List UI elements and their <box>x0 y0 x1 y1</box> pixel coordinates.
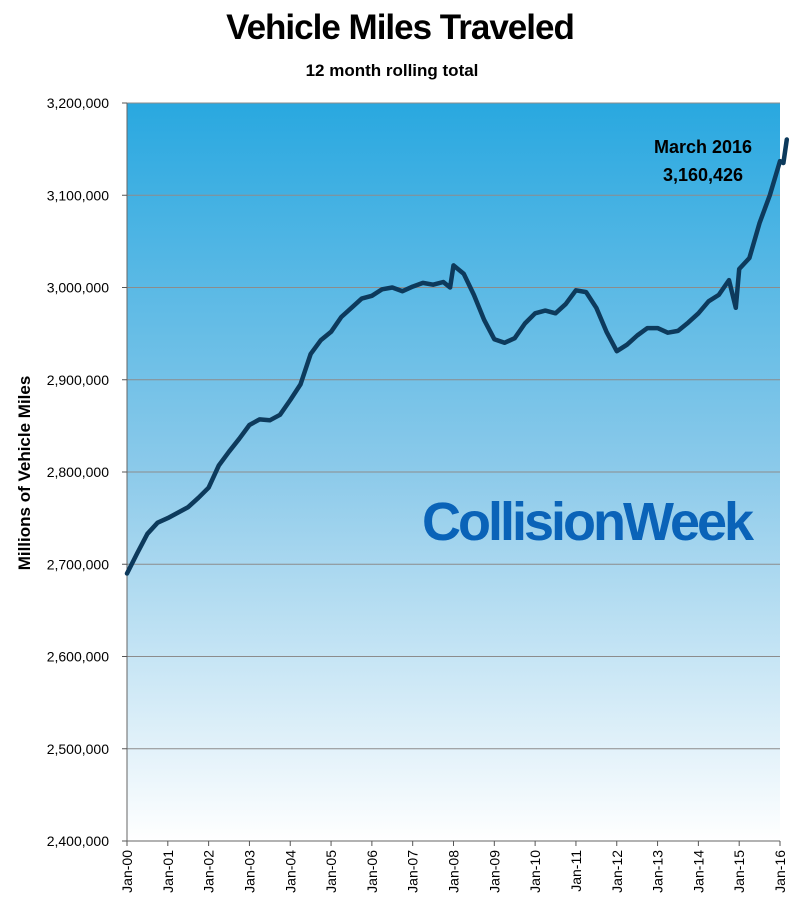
x-tick-label: Jan-07 <box>405 850 421 893</box>
x-tick-label: Jan-14 <box>690 850 706 893</box>
x-tick-label: Jan-01 <box>160 850 176 893</box>
y-tick-label: 2,600,000 <box>47 649 109 665</box>
x-tick-label: Jan-16 <box>772 850 788 893</box>
y-tick-label: 2,900,000 <box>47 372 109 388</box>
x-tick-label: Jan-12 <box>609 850 625 893</box>
y-tick-label: 2,400,000 <box>47 833 109 849</box>
x-tick-label: Jan-10 <box>527 850 543 893</box>
x-tick-label: Jan-02 <box>201 850 217 893</box>
chart-title: Vehicle Miles Traveled <box>226 8 575 47</box>
x-tick-label: Jan-03 <box>241 850 257 893</box>
x-tick-label: Jan-13 <box>650 850 666 893</box>
gridlines <box>127 102 780 750</box>
x-tick-label: Jan-11 <box>568 850 584 892</box>
x-tick-label: Jan-09 <box>486 850 502 893</box>
y-tick-label: 3,200,000 <box>47 95 109 111</box>
y-tick-label: 3,000,000 <box>47 280 109 296</box>
x-tick-label: Jan-05 <box>323 850 339 893</box>
series-line-vmt <box>124 137 790 576</box>
x-tick-label: Jan-00 <box>119 850 135 893</box>
y-axis-label: Millions of Vehicle Miles <box>15 376 34 571</box>
annotation-date: March 2016 <box>654 137 752 157</box>
y-tick-labels: 2,400,000 2,500,000 2,600,000 2,700,000 2,80… <box>47 95 127 849</box>
x-tick-label: Jan-04 <box>282 850 298 893</box>
y-tick-label: 2,700,000 <box>47 556 109 572</box>
chart-subtitle: 12 month rolling total <box>305 61 479 80</box>
x-tick-label: Jan-06 <box>364 850 380 893</box>
y-tick-label: 2,500,000 <box>47 741 109 757</box>
y-tick-label: 3,100,000 <box>47 187 109 203</box>
collisionweek-watermark: CollisionWeek <box>422 492 755 552</box>
x-tick-label: Jan-08 <box>446 850 462 893</box>
x-tick-label: Jan-15 <box>731 850 747 893</box>
y-tick-label: 2,800,000 <box>47 464 109 480</box>
annotation-value: 3,160,426 <box>663 165 743 185</box>
x-tick-labels: Jan-00 Jan-01 Jan-02 Jan-03 Jan-04 Jan-05 Jan-… <box>119 841 788 893</box>
